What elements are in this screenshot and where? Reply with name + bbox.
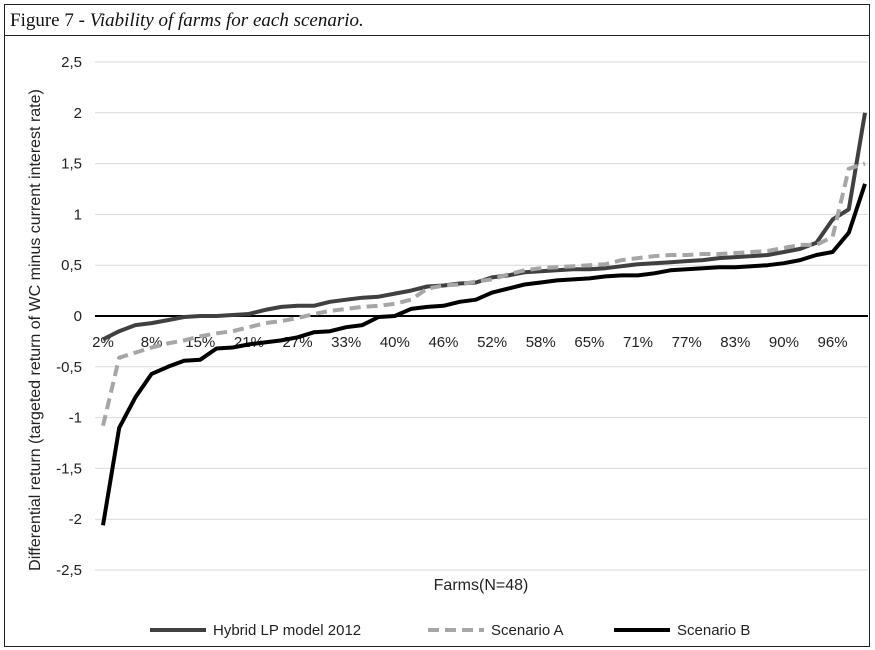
x-tick-label: 77% — [672, 334, 702, 351]
figure-label: Figure 7 - — [10, 10, 90, 31]
x-tick-label: 33% — [331, 334, 361, 351]
y-tick-label: 2 — [74, 105, 82, 122]
x-tick-label: 46% — [428, 334, 458, 351]
y-tick-label: -1,5 — [56, 460, 82, 477]
x-tick-label: 58% — [526, 334, 556, 351]
x-tick-label: 52% — [477, 334, 507, 351]
x-tick-label: 90% — [769, 334, 799, 351]
series-hybrid-lp-line — [102, 112, 867, 342]
legend-item-scenario-b: Scenario B — [614, 622, 750, 639]
legend-item-hybrid-lp: Hybrid LP model 2012 — [150, 622, 361, 639]
x-tick-label: 83% — [720, 334, 750, 351]
series-lines — [101, 112, 867, 526]
y-tick-label: -2 — [69, 511, 82, 528]
y-tick-label: 0,5 — [61, 257, 82, 274]
x-tick-label: 40% — [380, 334, 410, 351]
legend: Hybrid LP model 2012 Scenario A Scenario B — [150, 622, 750, 639]
x-tick-label: 71% — [623, 334, 653, 351]
x-tick-label: 96% — [818, 334, 848, 351]
y-tick-label: -2,5 — [56, 562, 82, 579]
x-axis-title: Farms(N=48) — [434, 577, 529, 594]
legend-label: Hybrid LP model 2012 — [213, 622, 361, 639]
y-axis-title: Differential return (targeted return of … — [27, 89, 44, 571]
y-tick-label: 1 — [74, 206, 82, 223]
figure-description: Viability of farms for each scenario. — [89, 10, 364, 31]
y-tick-labels: 2,5 2 1,5 1 0,5 0 -0,5 -1 -1,5 -2 -2,5 — [56, 54, 82, 579]
legend-item-scenario-a: Scenario A — [428, 622, 564, 639]
series-scenario-a-line — [101, 161, 866, 427]
figure-caption: Figure 7 - Viability of farms for each s… — [4, 4, 870, 36]
y-tick-label: 1,5 — [61, 156, 82, 173]
y-tick-label: 0 — [74, 308, 82, 325]
y-tick-label: 2,5 — [61, 54, 82, 71]
legend-label: Scenario B — [677, 622, 750, 639]
y-tick-label: -1 — [69, 410, 82, 427]
series-scenario-b-line — [101, 183, 867, 526]
x-tick-label: 65% — [574, 334, 604, 351]
legend-label: Scenario A — [491, 622, 564, 639]
y-tick-label: -0,5 — [56, 359, 82, 376]
